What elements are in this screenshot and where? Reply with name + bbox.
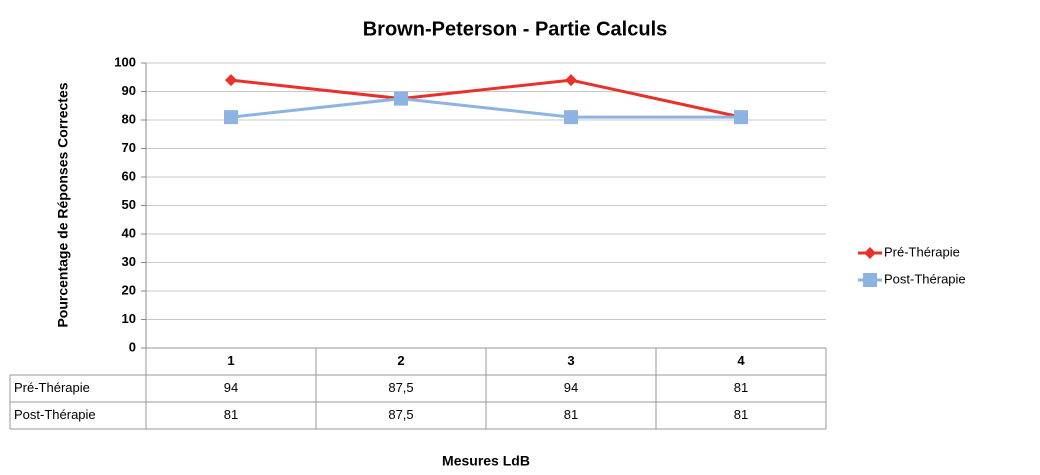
y-tick-label: 0 — [129, 339, 136, 354]
table-value: 87,5 — [388, 380, 413, 395]
table-value: 81 — [734, 407, 748, 422]
y-tick-label: 70 — [122, 140, 136, 155]
table-value: 87,5 — [388, 407, 413, 422]
x-tick-label: 3 — [567, 353, 574, 368]
table-value: 94 — [224, 380, 238, 395]
point — [394, 91, 408, 106]
legend-marker — [863, 273, 877, 287]
series-line — [230, 97, 741, 119]
table-value: 81 — [564, 407, 578, 422]
y-tick-label: 60 — [122, 168, 136, 183]
y-tick-label: 30 — [122, 254, 136, 269]
y-tick-label: 100 — [114, 54, 136, 69]
x-tick-label: 1 — [227, 353, 234, 368]
y-tick-label: 40 — [122, 225, 136, 240]
point — [225, 74, 237, 87]
chart-title: Brown-Peterson - Partie Calculs — [363, 18, 668, 40]
x-tick-label: 4 — [737, 353, 745, 368]
y-tick-label: 20 — [122, 282, 136, 297]
legend-marker — [864, 247, 876, 259]
point — [565, 74, 577, 87]
x-axis-title: Mesures LdB — [442, 453, 530, 469]
x-tick-label: 2 — [397, 353, 404, 368]
table-value: 94 — [564, 380, 578, 395]
table-row-label: Pré-Thérapie — [14, 380, 90, 395]
table-value: 81 — [734, 380, 748, 395]
y-axis-title: Pourcentage de Réponses Correctes — [55, 82, 71, 327]
legend-label: Post-Thérapie — [884, 271, 966, 286]
series-line — [230, 78, 742, 119]
y-tick-label: 80 — [122, 111, 136, 126]
y-tick-label: 10 — [122, 311, 136, 326]
table-value: 81 — [224, 407, 238, 422]
y-tick-label: 90 — [122, 83, 136, 98]
y-tick-label: 50 — [122, 197, 136, 212]
point — [734, 110, 748, 125]
point — [224, 110, 238, 125]
point — [564, 110, 578, 125]
legend-label: Pré-Thérapie — [884, 244, 960, 259]
table-row-label: Post-Thérapie — [14, 407, 96, 422]
